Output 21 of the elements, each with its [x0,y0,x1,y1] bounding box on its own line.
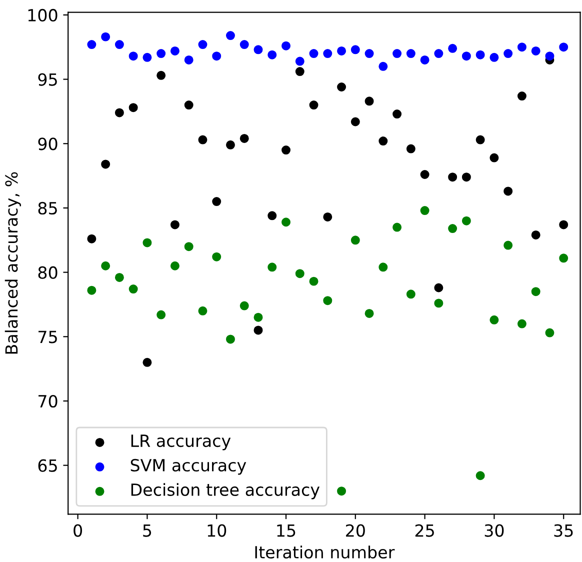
y-axis-title: Balanced accuracy, % [4,172,22,354]
x-tick-label: 0 [74,524,82,537]
y-tick-label: 70 [38,394,58,408]
x-tick-label: 10 [208,524,226,537]
x-tick-label: 25 [415,524,434,537]
y-tick-label: 90 [38,138,58,150]
x-tick-label: 35 [554,524,573,537]
legend-label: Decision tree accuracy [131,483,320,500]
x-tick-label: 5 [143,524,152,537]
y-tick-label: 80 [38,266,58,279]
x-tick-label: 30 [484,524,504,537]
y-tick-label: 75 [38,330,57,344]
y-tick-label: 95 [38,73,57,86]
legend-label: SVM accuracy [130,458,246,475]
x-axis-title: Iteration number [255,546,395,559]
y-tick-label: 100 [28,8,58,22]
x-tick-label: 20 [346,524,365,537]
x-tick-label: 15 [277,524,296,537]
legend-label: LR accuracy [131,434,231,450]
y-tick-label: 85 [38,202,57,215]
y-tick-label: 65 [38,459,57,472]
